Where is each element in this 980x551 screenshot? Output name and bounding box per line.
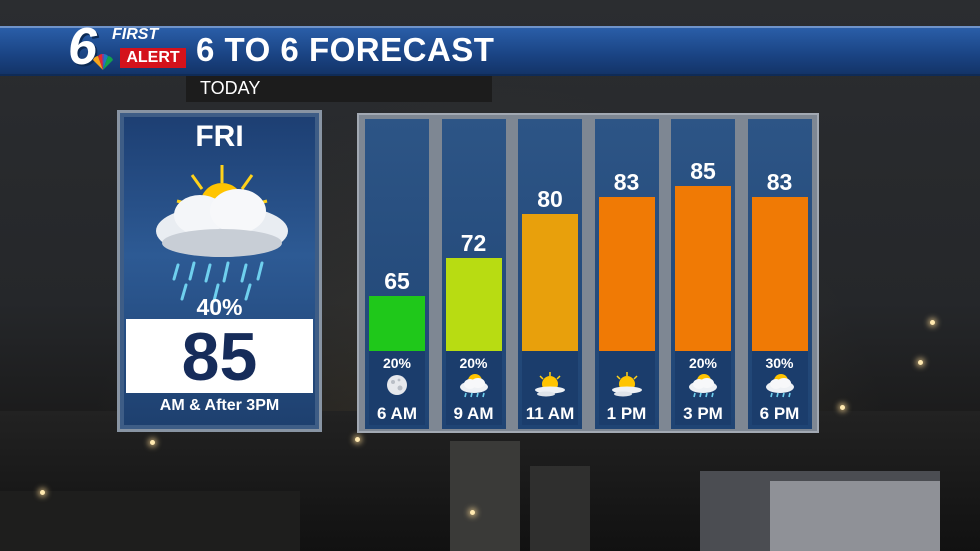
temp-bar [751,197,808,351]
page-title: 6 TO 6 FORECAST [196,31,495,68]
temp-value: 80 [537,185,563,212]
temp-bar [598,197,655,351]
day-summary-inner: FRI 40% 85 AM & After 3PM [124,117,315,425]
temp-value: 65 [384,268,410,295]
temp-value: 83 [766,169,793,196]
subtitle-text: TODAY [200,78,261,98]
day-label: FRI [195,120,244,153]
temp-value: 72 [460,229,487,256]
hour-label: 9 AM [453,404,494,423]
logo-alert-badge: ALERT [120,48,186,68]
hour-label: 11 AM [525,404,575,423]
temp-value: 83 [613,169,640,196]
day-precip-note: AM & After 3PM [159,397,280,414]
day-precip-chance: 40% [196,294,243,320]
sun-cloud-rain-icon [765,374,794,398]
hour-column-1-pm: 83 1 PM [594,119,659,429]
logo-number: 6 [68,18,97,76]
city-skyline [0,411,980,551]
precip-chance: 20% [382,355,412,371]
hour-column-11-am: 80 11 AM [518,119,582,429]
day-temp-box: 85 [126,319,313,395]
temp-bar [675,186,731,351]
peacock-icon [93,54,113,70]
hourly-forecast-panel: 65 20% 6 AM 72 20% 9 AM 80 11 AM 83 1 PM 85 20% 3 PM… [357,113,819,433]
sun-cloud-rain-icon [156,165,288,303]
day-summary-card: FRI 40% 85 AM & After 3PM [117,110,322,432]
temp-bar [445,257,502,351]
hour-column-9-am: 72 20% 9 AM [441,119,506,429]
temp-value: 85 [690,158,716,185]
hour-label: 6 AM [377,404,417,423]
hour-column-6-pm: 83 30% 6 PM [747,119,812,429]
subtitle-bar: TODAY [186,76,492,102]
partly-sunny-icon [535,372,565,397]
temp-bar [522,213,578,351]
station-logo: 6 FIRST ALERT [68,18,190,76]
temp-bar [369,296,425,351]
hour-label: 1 PM [606,404,647,423]
hour-label: 3 PM [683,404,723,423]
sun-cloud-rain-icon [459,374,488,398]
precip-chance: 30% [765,355,794,371]
hour-column-6-am: 65 20% 6 AM [365,119,429,429]
day-high-temp: 85 [181,319,258,395]
logo-first-text: FIRST [112,26,159,43]
hour-label: 6 PM [759,404,800,423]
sun-cloud-rain-icon [689,374,717,398]
hour-column-3-pm: 85 20% 3 PM [671,119,735,429]
precip-chance: 20% [459,355,488,371]
moon-icon [387,375,407,395]
precip-chance: 20% [688,355,718,371]
partly-sunny-icon [611,372,642,397]
